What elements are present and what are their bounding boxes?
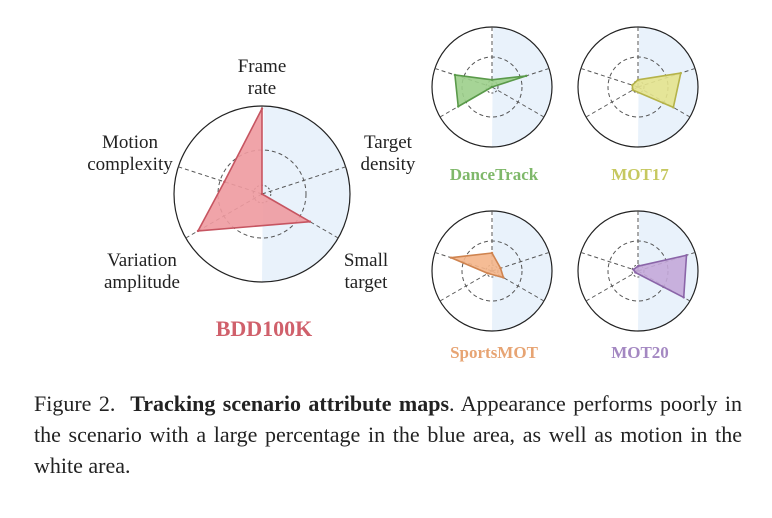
axis-label-small-target: Small target: [344, 250, 388, 293]
radar-chart-mot20: MOT20: [577, 210, 699, 362]
chart-title-bdd100k: BDD100K: [216, 316, 313, 341]
axis-spoke-target-density: [261, 166, 346, 195]
blue-area: [492, 211, 552, 331]
blue-area: [492, 27, 552, 147]
data-point-motion-complexity: [453, 73, 457, 77]
axis-spoke-motion-complexity: [580, 251, 639, 272]
axis-spoke-variation-amplitude: [439, 270, 493, 302]
data-polygon-mot17: [631, 72, 682, 109]
chart-title-sportsmot: SportsMOT: [450, 343, 539, 362]
axis-label-frame-rate: Frame rate: [238, 56, 287, 99]
radar-chart-dancetrack: DanceTrack: [431, 26, 553, 184]
data-point-target-density: [679, 71, 682, 75]
data-point-target-density: [499, 267, 502, 270]
caption-prefix: Figure 2.: [34, 391, 116, 416]
data-point-frame-rate: [490, 251, 494, 255]
data-point-small-target: [308, 220, 312, 223]
axis-label-motion-complexity: Motion complexity: [87, 132, 173, 175]
radar-chart-sportsmot: SportsMOT: [431, 210, 553, 362]
center-ring: [485, 80, 499, 94]
axis-spoke-variation-amplitude: [585, 86, 639, 118]
data-polygon-sportsmot: [450, 252, 505, 279]
axis-label-variation-amplitude: Variation amplitude: [104, 250, 180, 293]
data-polygon-dancetrack: [454, 74, 528, 108]
chart-title-dancetrack: DanceTrack: [450, 165, 539, 184]
data-point-frame-rate: [636, 265, 640, 268]
data-point-small-target: [502, 276, 505, 279]
caption-text: . Appearance performs poorly in the scen…: [34, 391, 742, 478]
data-point-small-target: [490, 85, 494, 89]
data-point-variation-amplitude: [486, 272, 490, 275]
figure-caption: Figure 2. Tracking scenario attribute ma…: [34, 388, 742, 481]
data-point-frame-rate: [260, 107, 264, 110]
caption-bold-title: Tracking scenario attribute maps: [130, 391, 450, 416]
data-point-motion-complexity: [449, 256, 453, 259]
radar-chart-mot17: MOT17: [577, 26, 699, 184]
data-polygon-bdd100k: [197, 107, 311, 232]
data-point-frame-rate: [636, 78, 640, 82]
grid-ring: [217, 149, 307, 239]
radar-chart-bdd100k: Frame rate Target density Small target Variati…: [87, 56, 416, 341]
data-point-variation-amplitude: [457, 105, 460, 108]
data-point-motion-complexity: [631, 83, 634, 87]
data-point-motion-complexity: [632, 268, 635, 271]
chart-title-mot17: MOT17: [611, 165, 669, 184]
axis-spoke-motion-complexity: [580, 67, 639, 88]
axis-spoke-variation-amplitude: [585, 270, 639, 302]
blue-area: [262, 106, 350, 282]
data-point-variation-amplitude: [634, 271, 637, 274]
data-point-motion-complexity: [223, 180, 226, 183]
data-point-variation-amplitude: [631, 88, 635, 92]
data-point-frame-rate: [490, 78, 494, 82]
data-point-variation-amplitude: [196, 229, 200, 233]
data-point-small-target: [672, 106, 675, 109]
axis-spoke-small-target: [491, 86, 545, 118]
data-point-small-target: [682, 296, 685, 299]
data-point-target-density: [260, 192, 264, 196]
axis-label-target-density: Target density: [361, 132, 416, 175]
data-point-target-density: [685, 254, 688, 257]
data-point-target-density: [525, 74, 528, 78]
chart-title-mot20: MOT20: [611, 343, 669, 362]
